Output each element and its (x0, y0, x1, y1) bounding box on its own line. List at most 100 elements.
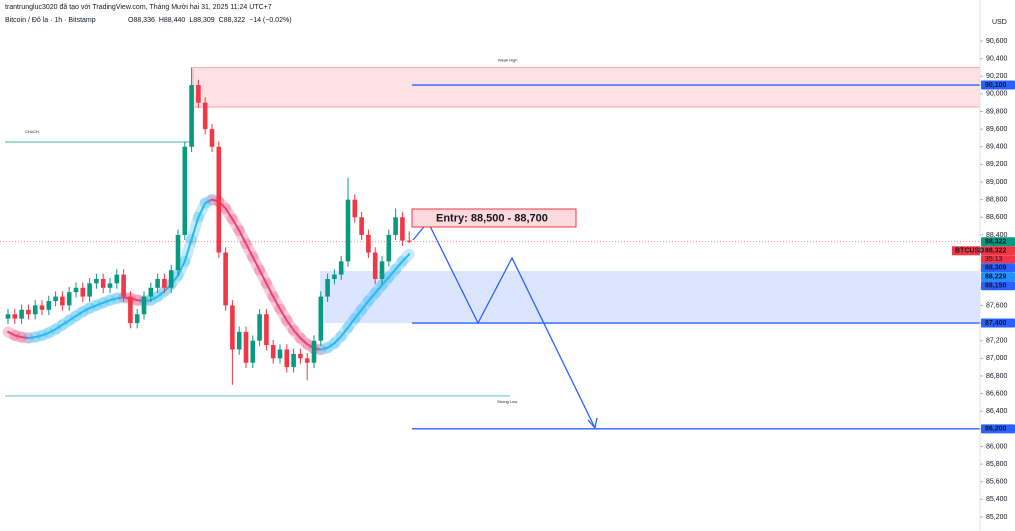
ribbon-line (81, 307, 91, 313)
y-tick-label: 86,800 (986, 373, 1008, 380)
candle-body (209, 129, 215, 147)
candle-body (53, 296, 58, 302)
candle-body (189, 85, 194, 147)
ribbon-line (20, 336, 30, 340)
ohlc-value: C88,322 (219, 17, 246, 24)
price-label-box (981, 263, 1015, 273)
candle-body (26, 309, 31, 315)
candle-body (202, 102, 208, 130)
candle-body (162, 278, 167, 288)
candle-body (345, 199, 351, 262)
candle-body (175, 234, 181, 271)
candle-body (311, 340, 317, 363)
ribbon-line (272, 295, 281, 310)
candle-body (94, 278, 99, 284)
y-tick-label: 88,400 (986, 232, 1008, 239)
ribbon-line (68, 315, 77, 322)
y-tick-label: 87,600 (986, 302, 1008, 309)
candle-body (19, 309, 24, 319)
zone (320, 271, 980, 324)
y-tick-label: 89,200 (986, 161, 1008, 168)
credit: trantrungluc3020 đã tạo với TradingView.… (5, 4, 272, 11)
y-tick-label: 90,600 (986, 38, 1008, 45)
zone (192, 66, 981, 108)
price-label: 90,100 (985, 82, 1007, 89)
structure-label: Strong Low (497, 399, 517, 404)
candle-body (155, 278, 160, 288)
candle-body (359, 217, 364, 235)
y-tick-label: 90,000 (986, 91, 1008, 98)
candle-body (168, 270, 174, 288)
price-label-box (981, 281, 1015, 291)
y-tick-label: 90,200 (986, 73, 1008, 80)
ribbon (2, 194, 415, 356)
ribbon-line (47, 328, 57, 334)
candle-body (114, 274, 120, 284)
ohlc-header: O88,336 H88,440 L88,309 C88,322 −14 (−0.02%) (128, 17, 292, 24)
candle-body (134, 314, 140, 324)
overlay: Entry: 88,500 - 88,700 (411, 208, 598, 430)
candle-body (32, 305, 38, 315)
ribbon-line (292, 329, 302, 340)
ribbon-line (27, 336, 37, 340)
candle-body (318, 296, 324, 341)
ribbon-line (319, 346, 329, 351)
ribbon-line (102, 299, 111, 304)
candle-body (406, 240, 412, 242)
ribbon-line (109, 297, 118, 302)
y-tick-label: 88,600 (986, 214, 1008, 221)
y-tick-label: 89,600 (986, 126, 1008, 133)
ribbon-line (13, 334, 23, 339)
y-tick-label: 85,400 (986, 496, 1008, 503)
candle-body (257, 314, 262, 341)
price-label-box (981, 246, 1015, 256)
y-tick-label: 87,000 (986, 355, 1008, 362)
y-tick-label: 86,400 (986, 408, 1008, 415)
y-tick-label: 89,800 (986, 108, 1008, 115)
candle-body (325, 278, 330, 297)
entry-box (411, 208, 577, 228)
countdown: 35:13 (985, 256, 1003, 263)
ohlc-value: −14 (−0.02%) (249, 17, 291, 24)
ribbon-line (54, 323, 64, 331)
candle-body (182, 146, 188, 235)
candle-body (73, 287, 79, 293)
ribbon-line (285, 319, 295, 332)
countdown-box (981, 255, 1015, 264)
price-label-box (981, 318, 1015, 328)
price-label: 88,150 (985, 283, 1007, 290)
y-tick-label: 86,000 (986, 443, 1008, 450)
ribbon-line (333, 335, 343, 345)
candle-body (121, 274, 126, 297)
candle-body (107, 283, 113, 288)
entry-label: Entry: 88,500 - 88,700 (436, 212, 548, 224)
ribbon-line (61, 319, 71, 326)
ribbon-line (197, 202, 207, 219)
ribbon-line (279, 307, 288, 322)
candle-body (277, 349, 283, 359)
ribbon-line (7, 330, 16, 337)
price-label: 87,400 (985, 320, 1007, 327)
candle-body (128, 296, 133, 324)
ribbon-line (394, 260, 404, 271)
ohlc-value: L88,309 (189, 17, 214, 24)
price-label-box (981, 272, 1015, 282)
ribbon-line (231, 218, 241, 232)
y-tick-label: 85,800 (986, 461, 1008, 468)
price-axis: USD 85,200 85,400 85,600 85,800 86,000 86,200… (952, 19, 1015, 521)
candle-body (250, 340, 256, 363)
y-tick-label: 90,400 (986, 55, 1008, 62)
ribbon-line (387, 268, 397, 279)
candle-body (60, 296, 65, 306)
ribbon-line (340, 326, 349, 338)
ribbon-line (177, 260, 186, 277)
candle-body (298, 353, 303, 359)
ribbon-line (299, 337, 309, 346)
ribbon-line (149, 295, 159, 302)
ohlc-value: H88,440 (159, 17, 186, 24)
candle-body (264, 314, 269, 346)
ribbon-line (41, 331, 50, 337)
candle-body (393, 217, 398, 235)
ribbon-line (401, 253, 411, 263)
structure-label: CHoCH (25, 129, 39, 134)
